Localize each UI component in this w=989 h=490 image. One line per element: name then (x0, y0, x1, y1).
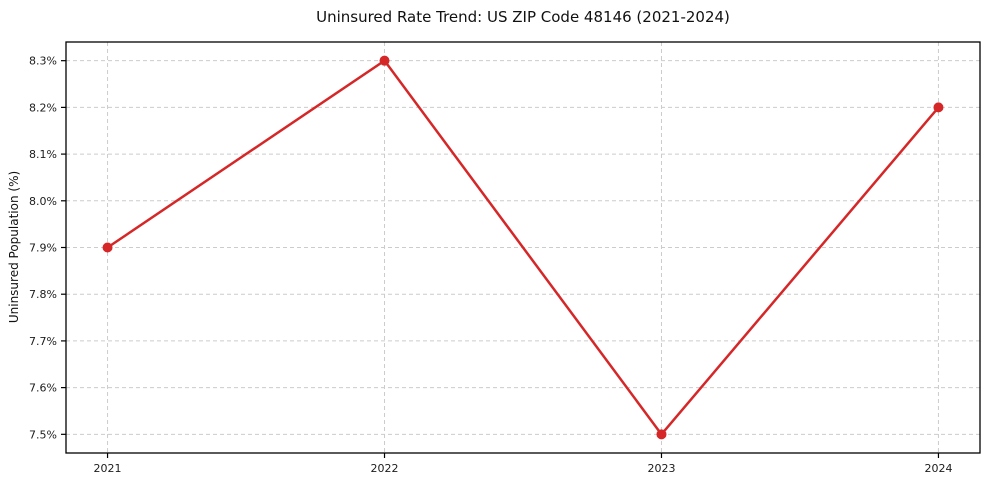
x-tick-label: 2021 (94, 462, 122, 475)
y-tick-label: 8.1% (29, 148, 57, 161)
y-tick-label: 8.0% (29, 195, 57, 208)
y-tick-label: 7.6% (29, 382, 57, 395)
chart-title: Uninsured Rate Trend: US ZIP Code 48146 … (316, 8, 730, 26)
y-tick-label: 7.7% (29, 335, 57, 348)
y-tick-label: 7.5% (29, 428, 57, 441)
x-tick-label: 2023 (647, 462, 675, 475)
y-tick-label: 8.3% (29, 55, 57, 68)
y-tick-label: 7.8% (29, 288, 57, 301)
trend-line (106, 59, 940, 436)
data-point (656, 429, 667, 440)
data-point (379, 55, 390, 66)
x-tick-label: 2022 (371, 462, 399, 475)
y-tick-label: 7.9% (29, 242, 57, 255)
y-tick-label: 8.2% (29, 101, 57, 114)
data-point (933, 102, 944, 113)
x-tick-label: 2024 (924, 462, 952, 475)
data-point (102, 242, 113, 253)
